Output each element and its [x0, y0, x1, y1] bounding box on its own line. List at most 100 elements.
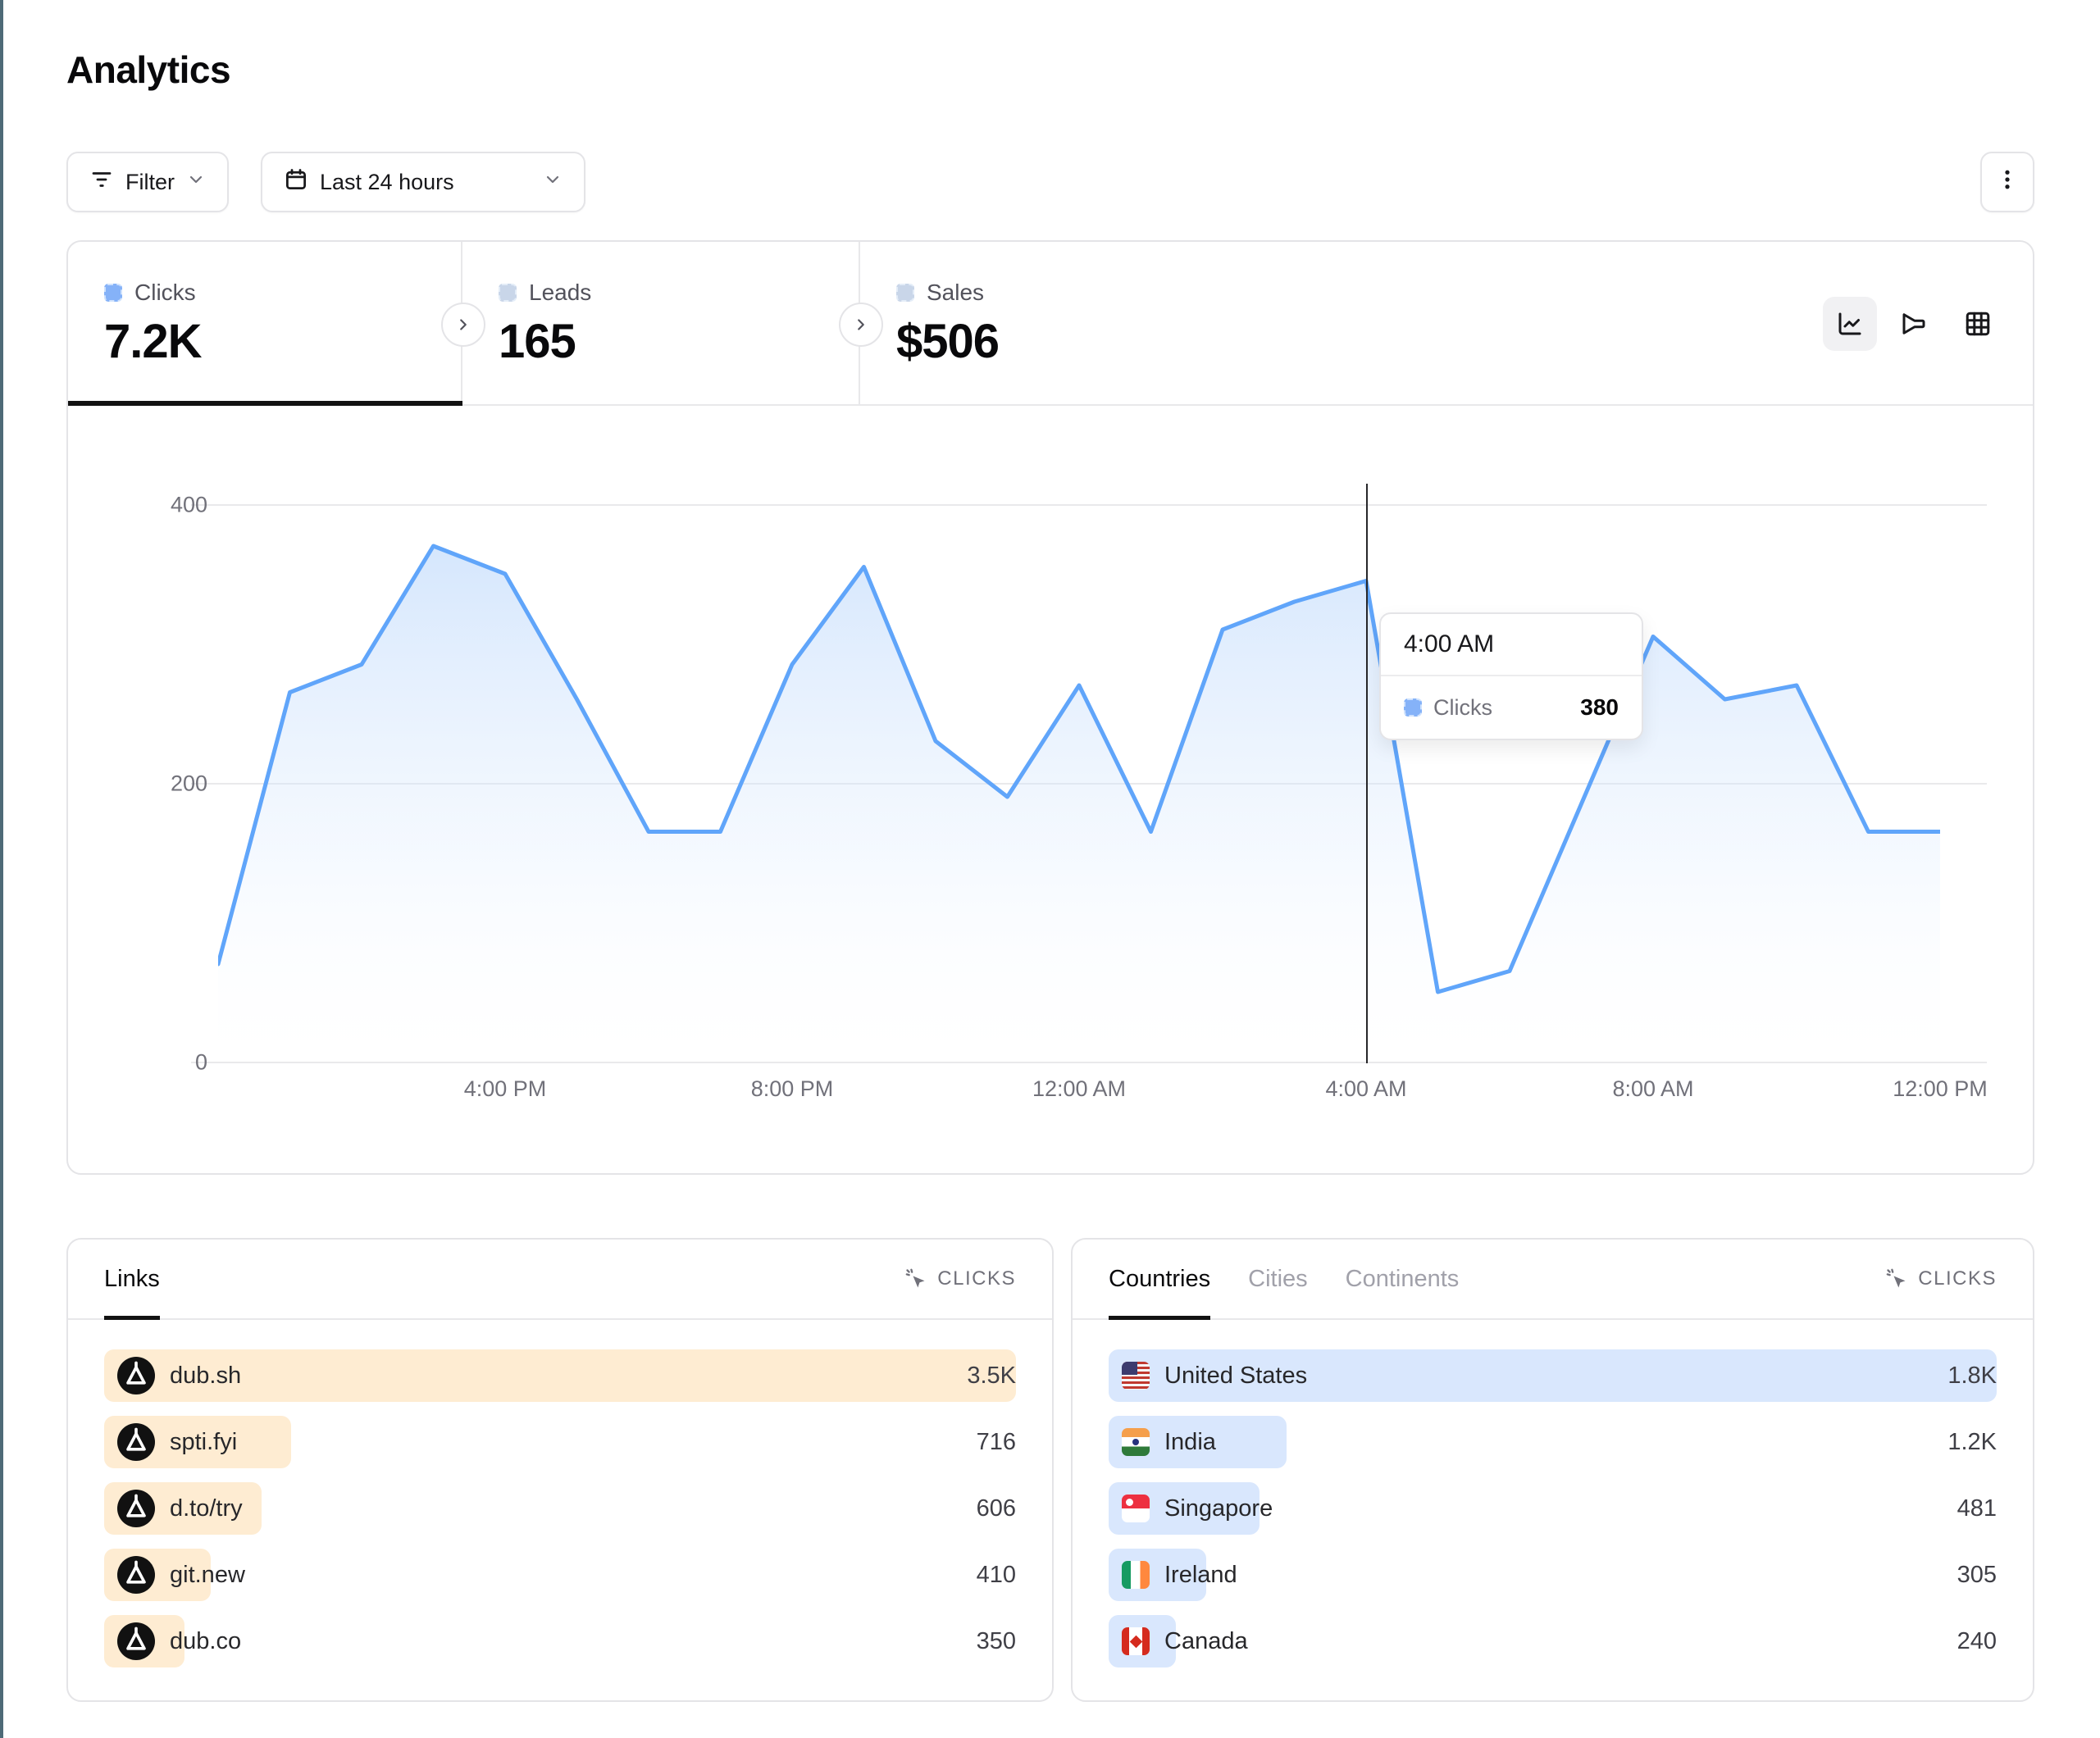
tab-countries-label: Countries — [1109, 1265, 1211, 1292]
active-tab-underline — [68, 401, 462, 406]
clicks-line — [218, 544, 1940, 994]
clicks-count: 606 — [976, 1495, 1016, 1522]
tab-clicks[interactable]: Clicks 7.2K — [68, 242, 462, 406]
table-row[interactable]: spti.fyi 716 — [104, 1416, 1016, 1468]
chart-plot — [218, 544, 1940, 1062]
x-axis-tick: 4:00 AM — [1325, 1076, 1407, 1101]
table-row[interactable]: Singapore 481 — [1109, 1482, 1997, 1535]
links-metric-selector[interactable]: CLICKS — [904, 1267, 1016, 1290]
clicks-legend-square-icon — [104, 284, 122, 302]
dub-logo-icon — [117, 1357, 155, 1394]
link-label: dub.sh — [170, 1362, 242, 1389]
gridline-400 — [191, 504, 1987, 506]
countries-metric-selector[interactable]: CLICKS — [1885, 1267, 1997, 1290]
country-label: United States — [1164, 1362, 1308, 1389]
dub-logo-icon — [117, 1622, 155, 1660]
link-label: spti.fyi — [170, 1428, 238, 1455]
calendar-icon — [284, 167, 308, 198]
clicks-value: 7.2K — [104, 315, 203, 368]
date-range-label: Last 24 hours — [320, 169, 454, 194]
value-bar — [1109, 1349, 1997, 1402]
stat-label: Sales — [927, 280, 985, 305]
area-fill — [218, 546, 1940, 1062]
table-row[interactable]: git.new 410 — [104, 1549, 1016, 1601]
tab-countries[interactable]: Countries — [1109, 1240, 1211, 1320]
filter-icon — [89, 167, 114, 198]
page-title: Analytics — [66, 48, 231, 91]
tab-sales[interactable]: Sales $506 — [860, 242, 1258, 404]
tab-continents-label: Continents — [1345, 1265, 1460, 1292]
tab-links[interactable]: Links — [104, 1240, 160, 1320]
country-label: India — [1164, 1428, 1216, 1455]
more-options-button[interactable] — [1980, 152, 2034, 212]
table-row[interactable]: Canada 240 — [1109, 1615, 1997, 1667]
stat-label: Leads — [529, 280, 592, 305]
country-label: Ireland — [1164, 1561, 1237, 1588]
links-list: dub.sh 3.5K spti.fyi 716 d.to/try 606 git.new 4… — [68, 1320, 1052, 1667]
link-label: git.new — [170, 1561, 245, 1588]
tab-links-label: Links — [104, 1265, 160, 1292]
in-flag-icon — [1122, 1428, 1150, 1456]
tab-cities-label: Cities — [1248, 1265, 1308, 1292]
countries-panel: Countries Cities Continents CLICKS Unite… — [1071, 1238, 2034, 1702]
stats-tab-bar: Clicks 7.2K Leads 165 Sales $506 — [68, 242, 2033, 406]
clicks-count: 350 — [976, 1627, 1016, 1654]
links-metric-label: CLICKS — [937, 1267, 1016, 1290]
active-tab-underline — [1109, 1316, 1211, 1320]
clicks-count: 481 — [1957, 1495, 1997, 1522]
chart-view-toggle — [1823, 297, 2005, 351]
clicks-count: 1.8K — [1947, 1362, 1997, 1389]
left-edge-divider — [0, 0, 3, 1738]
ie-flag-icon — [1122, 1561, 1150, 1589]
filter-button-label: Filter — [125, 169, 175, 194]
clicks-count: 1.2K — [1947, 1428, 1997, 1455]
sales-value: $506 — [896, 315, 1000, 368]
countries-list: United States 1.8K India 1.2K Singapore 481 Ir… — [1073, 1320, 2033, 1667]
dub-logo-icon — [117, 1490, 155, 1527]
table-row[interactable]: d.to/try 606 — [104, 1482, 1016, 1535]
cursor-click-icon — [1886, 1268, 1906, 1288]
cursor-click-icon — [905, 1268, 925, 1288]
stat-label: Clicks — [134, 280, 196, 305]
tab-leads[interactable]: Leads 165 — [462, 242, 860, 404]
tab-cities[interactable]: Cities — [1248, 1240, 1308, 1318]
clicks-count: 410 — [976, 1561, 1016, 1588]
x-axis-tick: 8:00 AM — [1612, 1076, 1694, 1101]
table-row[interactable]: United States 1.8K — [1109, 1349, 1997, 1402]
date-range-button[interactable]: Last 24 hours — [261, 152, 585, 212]
y-axis-tick: 200 — [170, 771, 207, 796]
clicks-count: 305 — [1957, 1561, 1997, 1588]
chevron-right-icon — [858, 319, 864, 330]
analytics-card: Clicks 7.2K Leads 165 Sales $506 — [66, 240, 2034, 1175]
active-tab-underline — [104, 1316, 160, 1320]
clicks-count: 240 — [1957, 1627, 1997, 1654]
x-axis-tick: 8:00 PM — [750, 1076, 834, 1101]
tab-continents[interactable]: Continents — [1346, 1240, 1460, 1318]
table-row[interactable]: dub.co 350 — [104, 1615, 1016, 1667]
table-row[interactable]: India 1.2K — [1109, 1416, 1997, 1468]
table-row[interactable]: dub.sh 3.5K — [104, 1349, 1016, 1402]
links-panel: Links CLICKS dub.sh 3.5K spti.fyi 716 d.to/t… — [66, 1238, 1054, 1702]
leads-legend-square-icon — [499, 284, 517, 302]
expand-clicks-button[interactable] — [441, 303, 485, 347]
funnel-view-button[interactable] — [1887, 297, 1941, 351]
ca-flag-icon — [1122, 1627, 1150, 1655]
links-panel-header: Links CLICKS — [68, 1240, 1052, 1320]
clicks-count: 716 — [976, 1428, 1016, 1455]
clicks-area-chart[interactable]: 400 200 0 4:00 PM 8:00 PM 12:00 AM 4:00 AM 8… — [68, 406, 2033, 1175]
table-row[interactable]: Ireland 305 — [1109, 1549, 1997, 1601]
us-flag-icon — [1122, 1362, 1150, 1390]
kebab-menu-icon — [1995, 167, 2020, 198]
country-label: Canada — [1164, 1627, 1248, 1654]
expand-leads-button[interactable] — [839, 303, 883, 347]
clicks-legend-square-icon — [1404, 698, 1422, 717]
dub-logo-icon — [117, 1556, 155, 1594]
table-view-button[interactable] — [1951, 297, 2005, 351]
line-chart-view-button[interactable] — [1823, 297, 1877, 351]
funnel-icon — [1902, 313, 1925, 334]
filter-button[interactable]: Filter — [66, 152, 229, 212]
x-axis-tick: 12:00 PM — [1893, 1076, 1988, 1101]
value-bar — [104, 1349, 1016, 1402]
chart-tooltip: 4:00 AM Clicks 380 — [1379, 612, 1643, 740]
